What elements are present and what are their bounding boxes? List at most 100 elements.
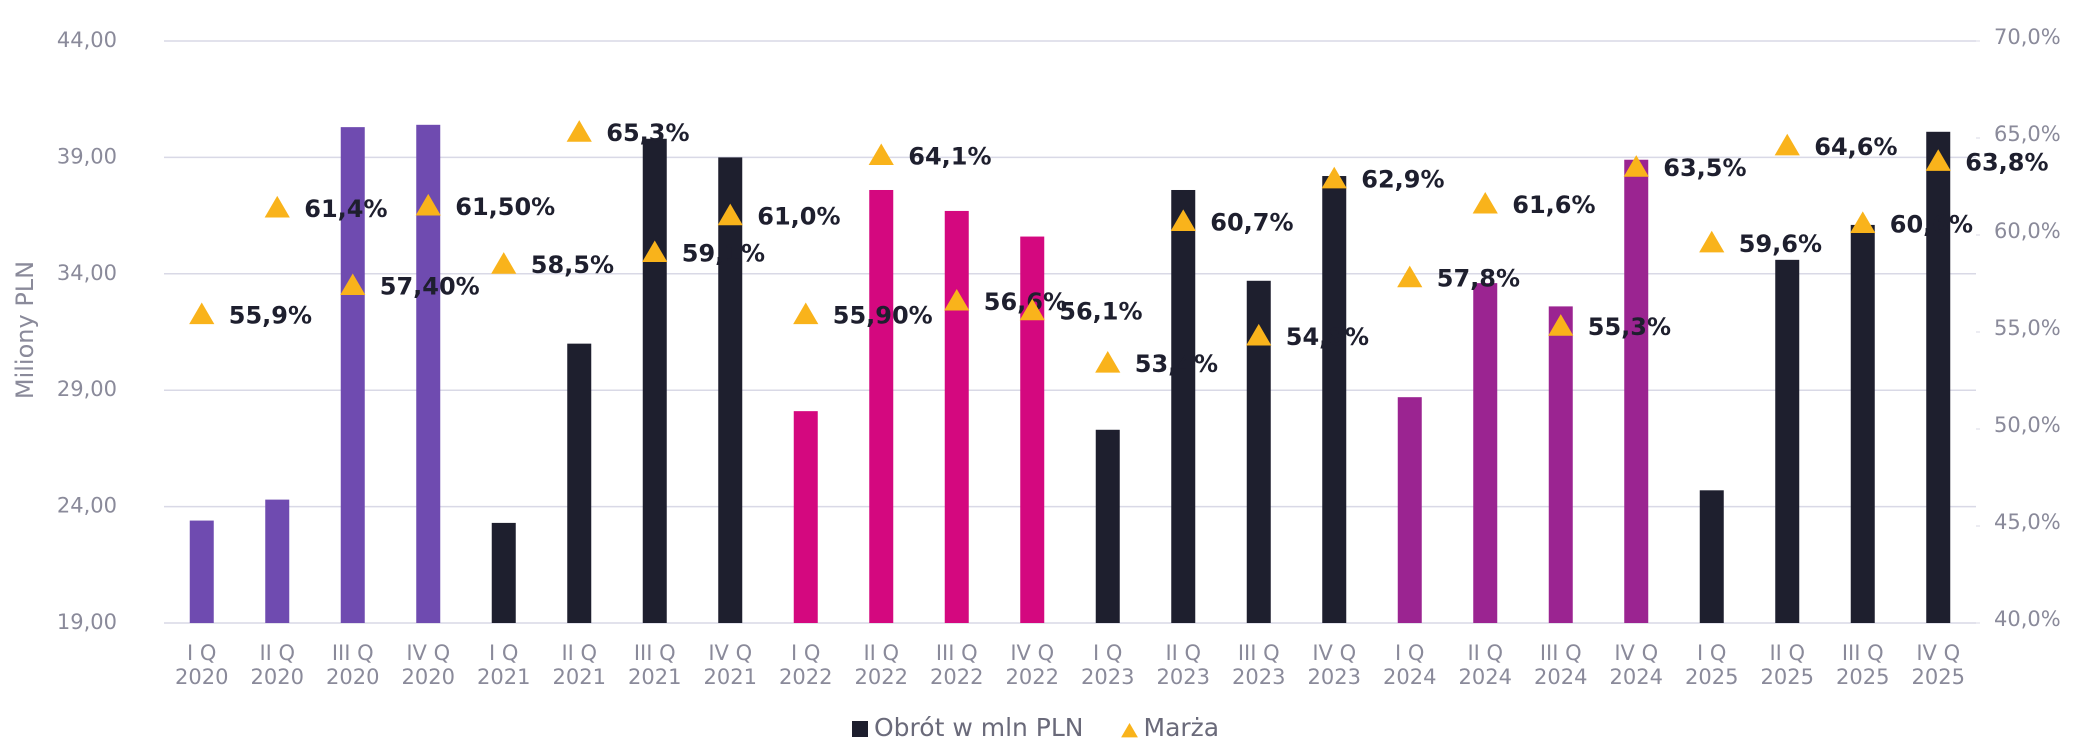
marker — [717, 203, 743, 226]
data-label: 55,9% — [229, 302, 312, 330]
legend-label: Marża — [1144, 713, 1220, 741]
x-tick-label: 2023 — [1232, 665, 1285, 689]
marker — [1925, 149, 1951, 171]
x-tick-label: III Q — [1842, 641, 1884, 665]
data-label: 59,6% — [1739, 230, 1822, 258]
x-tick-label: II Q — [863, 641, 899, 665]
y2-tick-label: 70,0% — [1994, 25, 2061, 49]
marker — [642, 240, 668, 263]
marker — [1699, 230, 1725, 253]
x-tick-label: II Q — [259, 641, 295, 665]
x-tick-label: 2024 — [1534, 665, 1587, 689]
bar — [189, 520, 214, 623]
marker — [415, 193, 441, 216]
bar — [1548, 306, 1573, 623]
x-tick-label: 2022 — [930, 665, 983, 689]
data-label: 61,50% — [455, 193, 555, 221]
marker — [1472, 191, 1498, 214]
marker — [1548, 314, 1574, 336]
data-label: 62,9% — [1361, 166, 1444, 194]
x-tick-label: IV Q — [1312, 641, 1356, 665]
x-tick-label: 2025 — [1836, 665, 1889, 689]
data-label: 60,6% — [1890, 210, 1973, 238]
y2-tick-label: 45,0% — [1994, 510, 2061, 534]
y-tick-label: 39,00 — [57, 144, 117, 168]
y2-tick-label: 55,0% — [1994, 316, 2061, 340]
y2-tick-label: 40,0% — [1994, 607, 2061, 631]
marker — [1019, 298, 1045, 321]
marker — [1850, 211, 1876, 233]
bar — [265, 499, 290, 623]
marker — [793, 302, 819, 325]
x-tick-label: I Q — [1697, 641, 1726, 665]
x-tick-label: I Q — [791, 641, 820, 665]
x-tick-label: 2022 — [779, 665, 832, 689]
bar — [1699, 490, 1724, 623]
x-tick-label: 2021 — [553, 665, 606, 689]
data-label: 63,5% — [1663, 154, 1746, 182]
marker — [264, 195, 290, 218]
x-tick-label: II Q — [561, 641, 597, 665]
marker — [189, 302, 215, 325]
x-tick-label: I Q — [489, 641, 518, 665]
y2-tick-label: 50,0% — [1994, 413, 2061, 437]
data-label: 65,3% — [606, 119, 689, 147]
x-tick-label: IV Q — [708, 641, 752, 665]
data-label: 57,40% — [380, 272, 480, 300]
x-tick-label: IV Q — [406, 641, 450, 665]
y-axis-title: Miliony PLN — [11, 261, 39, 399]
x-tick-label: III Q — [332, 641, 374, 665]
y-tick-label: 34,00 — [57, 261, 117, 285]
x-tick-label: I Q — [1093, 641, 1122, 665]
x-tick-label: 2020 — [402, 665, 455, 689]
bar — [1171, 189, 1196, 623]
x-tick-label: III Q — [936, 641, 978, 665]
x-tick-label: 2023 — [1081, 665, 1134, 689]
x-tick-label: III Q — [1238, 641, 1280, 665]
bar — [718, 157, 743, 623]
x-tick-label: 2022 — [855, 665, 908, 689]
bar — [567, 343, 592, 623]
data-label: 53,4% — [1135, 350, 1218, 378]
x-tick-label: I Q — [1395, 641, 1424, 665]
x-tick-label: IV Q — [1614, 641, 1658, 665]
y-tick-label: 44,00 — [57, 28, 117, 52]
x-tick-label: 2023 — [1157, 665, 1210, 689]
x-tick-label: I Q — [187, 641, 216, 665]
x-tick-label: 2021 — [477, 665, 530, 689]
data-label: 63,8% — [1965, 148, 2048, 176]
x-tick-label: 2020 — [326, 665, 379, 689]
x-tick-label: 2022 — [1006, 665, 1059, 689]
x-tick-label: IV Q — [1010, 641, 1054, 665]
bar — [642, 138, 667, 623]
x-tick-label: 2025 — [1912, 665, 1965, 689]
y-tick-label: 24,00 — [57, 494, 117, 518]
bar — [1624, 159, 1649, 623]
marker — [1095, 351, 1121, 373]
marker — [1321, 166, 1347, 189]
data-label: 61,6% — [1512, 191, 1595, 219]
bar — [340, 127, 365, 624]
legend-swatch — [852, 721, 868, 737]
x-tick-label: IV Q — [1916, 641, 1960, 665]
x-tick-label: 2021 — [704, 665, 757, 689]
y-tick-label: 19,00 — [57, 610, 117, 634]
legend-swatch — [1121, 723, 1138, 738]
marker — [944, 288, 970, 311]
marker — [1774, 133, 1800, 156]
marker — [340, 273, 366, 296]
marker — [491, 252, 517, 274]
data-label: 59,1% — [682, 239, 765, 267]
x-tick-label: 2023 — [1308, 665, 1361, 689]
data-label: 61,0% — [757, 203, 840, 231]
bar — [1397, 397, 1422, 623]
legend-label: Obrót w mln PLN — [874, 713, 1084, 741]
marker — [566, 120, 592, 142]
y2-tick-label: 60,0% — [1994, 219, 2061, 243]
marker — [1397, 265, 1423, 288]
x-tick-label: III Q — [1540, 641, 1582, 665]
x-tick-label: 2020 — [175, 665, 228, 689]
data-label: 64,6% — [1814, 133, 1897, 161]
x-tick-label: 2020 — [251, 665, 304, 689]
bar — [869, 189, 894, 623]
